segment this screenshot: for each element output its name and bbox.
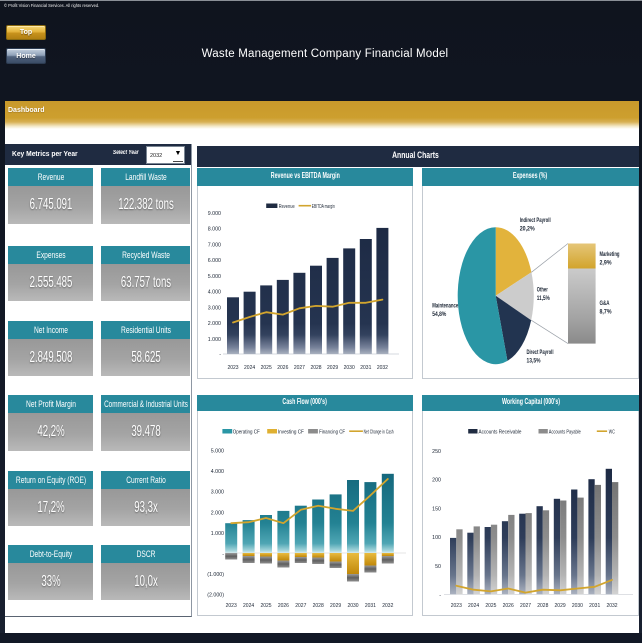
svg-text:2027: 2027	[295, 603, 306, 609]
svg-text:2029: 2029	[330, 603, 341, 609]
svg-text:Net Change in Cash: Net Change in Cash	[364, 429, 394, 435]
svg-text:2031: 2031	[589, 603, 600, 609]
svg-text:Maintenance: Maintenance	[432, 303, 458, 310]
svg-text:1.000: 1.000	[208, 337, 221, 343]
svg-text:(1.000): (1.000)	[207, 572, 224, 578]
svg-text:2031: 2031	[360, 365, 371, 371]
svg-text:2,9%: 2,9%	[600, 260, 612, 267]
svg-text:3.000: 3.000	[208, 305, 221, 311]
svg-text:-: -	[222, 551, 224, 557]
svg-text:2025: 2025	[261, 365, 272, 371]
svg-text:2027: 2027	[294, 365, 305, 371]
svg-text:4.000: 4.000	[211, 469, 224, 475]
svg-text:Investing CF: Investing CF	[278, 429, 304, 435]
svg-text:2029: 2029	[327, 365, 338, 371]
svg-text:2031: 2031	[365, 603, 376, 609]
svg-text:200: 200	[432, 478, 441, 484]
svg-text:8.000: 8.000	[208, 227, 221, 233]
svg-text:8,7%: 8,7%	[600, 309, 612, 316]
svg-text:13,5%: 13,5%	[527, 358, 541, 365]
svg-text:(2.000): (2.000)	[207, 593, 224, 599]
svg-text:2029: 2029	[555, 603, 566, 609]
svg-text:2023: 2023	[226, 603, 237, 609]
svg-text:250: 250	[432, 449, 441, 455]
svg-text:-: -	[439, 592, 441, 598]
svg-text:2025: 2025	[260, 603, 271, 609]
svg-text:Other: Other	[537, 287, 548, 294]
svg-text:Revenue: Revenue	[279, 204, 295, 210]
svg-text:50: 50	[435, 564, 441, 570]
svg-text:EBITDA margin: EBITDA margin	[312, 204, 335, 210]
svg-text:Financing CF: Financing CF	[319, 429, 345, 435]
svg-text:2024: 2024	[243, 603, 254, 609]
svg-text:2032: 2032	[606, 603, 617, 609]
svg-text:2030: 2030	[572, 603, 583, 609]
svg-text:-: -	[219, 352, 221, 358]
svg-text:2026: 2026	[277, 365, 288, 371]
svg-text:Direct Payroll: Direct Payroll	[527, 349, 554, 356]
svg-text:2023: 2023	[451, 603, 462, 609]
svg-text:2025: 2025	[485, 603, 496, 609]
svg-text:2026: 2026	[503, 603, 514, 609]
svg-text:2028: 2028	[537, 603, 548, 609]
svg-text:2026: 2026	[278, 603, 289, 609]
svg-text:54,8%: 54,8%	[432, 311, 446, 318]
svg-text:2027: 2027	[520, 603, 531, 609]
svg-text:2.000: 2.000	[211, 510, 224, 516]
svg-text:2030: 2030	[347, 603, 358, 609]
svg-text:WC: WC	[609, 429, 615, 435]
svg-text:9.000: 9.000	[208, 211, 221, 217]
svg-text:100: 100	[432, 535, 441, 541]
svg-text:2024: 2024	[244, 365, 255, 371]
svg-text:4.000: 4.000	[208, 290, 221, 296]
svg-text:20,2%: 20,2%	[520, 226, 535, 233]
svg-text:5.000: 5.000	[211, 449, 224, 455]
svg-text:2024: 2024	[468, 603, 479, 609]
svg-text:Marketing: Marketing	[600, 251, 620, 258]
svg-text:Accounts Payable: Accounts Payable	[549, 429, 581, 435]
svg-text:7.000: 7.000	[208, 242, 221, 248]
svg-text:Indirect Payroll: Indirect Payroll	[520, 217, 551, 224]
svg-text:150: 150	[432, 506, 441, 512]
svg-text:5.000: 5.000	[208, 274, 221, 280]
svg-text:2.000: 2.000	[208, 321, 221, 327]
svg-text:2032: 2032	[382, 603, 393, 609]
svg-text:1.000: 1.000	[211, 531, 224, 537]
svg-text:G&A: G&A	[600, 300, 610, 307]
svg-text:2030: 2030	[344, 365, 355, 371]
svg-text:11,5%: 11,5%	[537, 295, 550, 302]
svg-text:2032: 2032	[377, 365, 388, 371]
svg-text:2028: 2028	[313, 603, 324, 609]
svg-text:3.000: 3.000	[211, 490, 224, 496]
svg-text:6.000: 6.000	[208, 258, 221, 264]
svg-text:2023: 2023	[227, 365, 238, 371]
svg-text:Accounts Receivable: Accounts Receivable	[479, 429, 522, 435]
svg-text:2028: 2028	[310, 365, 321, 371]
svg-text:Operating CF: Operating CF	[233, 429, 260, 435]
